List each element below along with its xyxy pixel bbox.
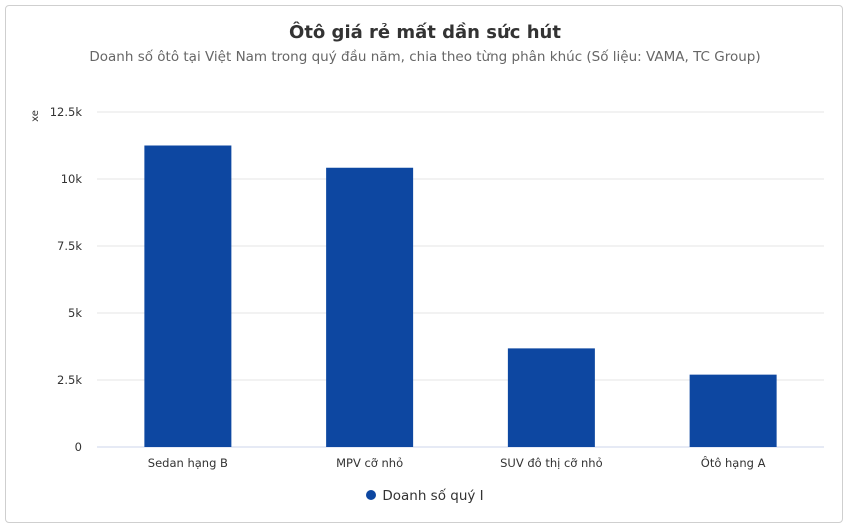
- bar[interactable]: [144, 145, 232, 448]
- legend-item[interactable]: Doanh số quý I: [0, 488, 850, 504]
- x-tick-label: Sedan hạng B: [148, 456, 228, 470]
- y-tick-label: 12.5k: [50, 105, 83, 119]
- x-tick-label: MPV cỡ nhỏ: [336, 456, 403, 470]
- y-axis-label: xe: [30, 110, 41, 122]
- bar[interactable]: [326, 167, 414, 447]
- y-tick-label: 0: [75, 440, 82, 454]
- chart-title: Ôtô giá rẻ mất dần sức hút: [289, 22, 561, 43]
- bar[interactable]: [689, 374, 777, 447]
- x-axis-ticks: Sedan hạng B MPV cỡ nhỏ SUV đô thị cỡ nhỏ Ô…: [148, 455, 766, 470]
- y-tick-label: 7.5k: [57, 239, 82, 253]
- chart-subtitle: Doanh số ôtô tại Việt Nam trong quý đầu …: [89, 49, 761, 65]
- bar[interactable]: [507, 348, 595, 447]
- x-tick-label: SUV đô thị cỡ nhỏ: [500, 456, 603, 470]
- y-tick-label: 2.5k: [57, 373, 82, 387]
- legend-marker: [366, 490, 377, 500]
- y-axis-ticks: 0 2.5k 5k 7.5k 10k 12.5k: [50, 105, 83, 454]
- y-tick-label: 10k: [61, 172, 83, 186]
- bars: [144, 145, 777, 448]
- x-tick-label: Ôtô hạng A: [701, 455, 766, 470]
- y-tick-label: 5k: [68, 306, 82, 320]
- legend-label: Doanh số quý I: [382, 488, 484, 504]
